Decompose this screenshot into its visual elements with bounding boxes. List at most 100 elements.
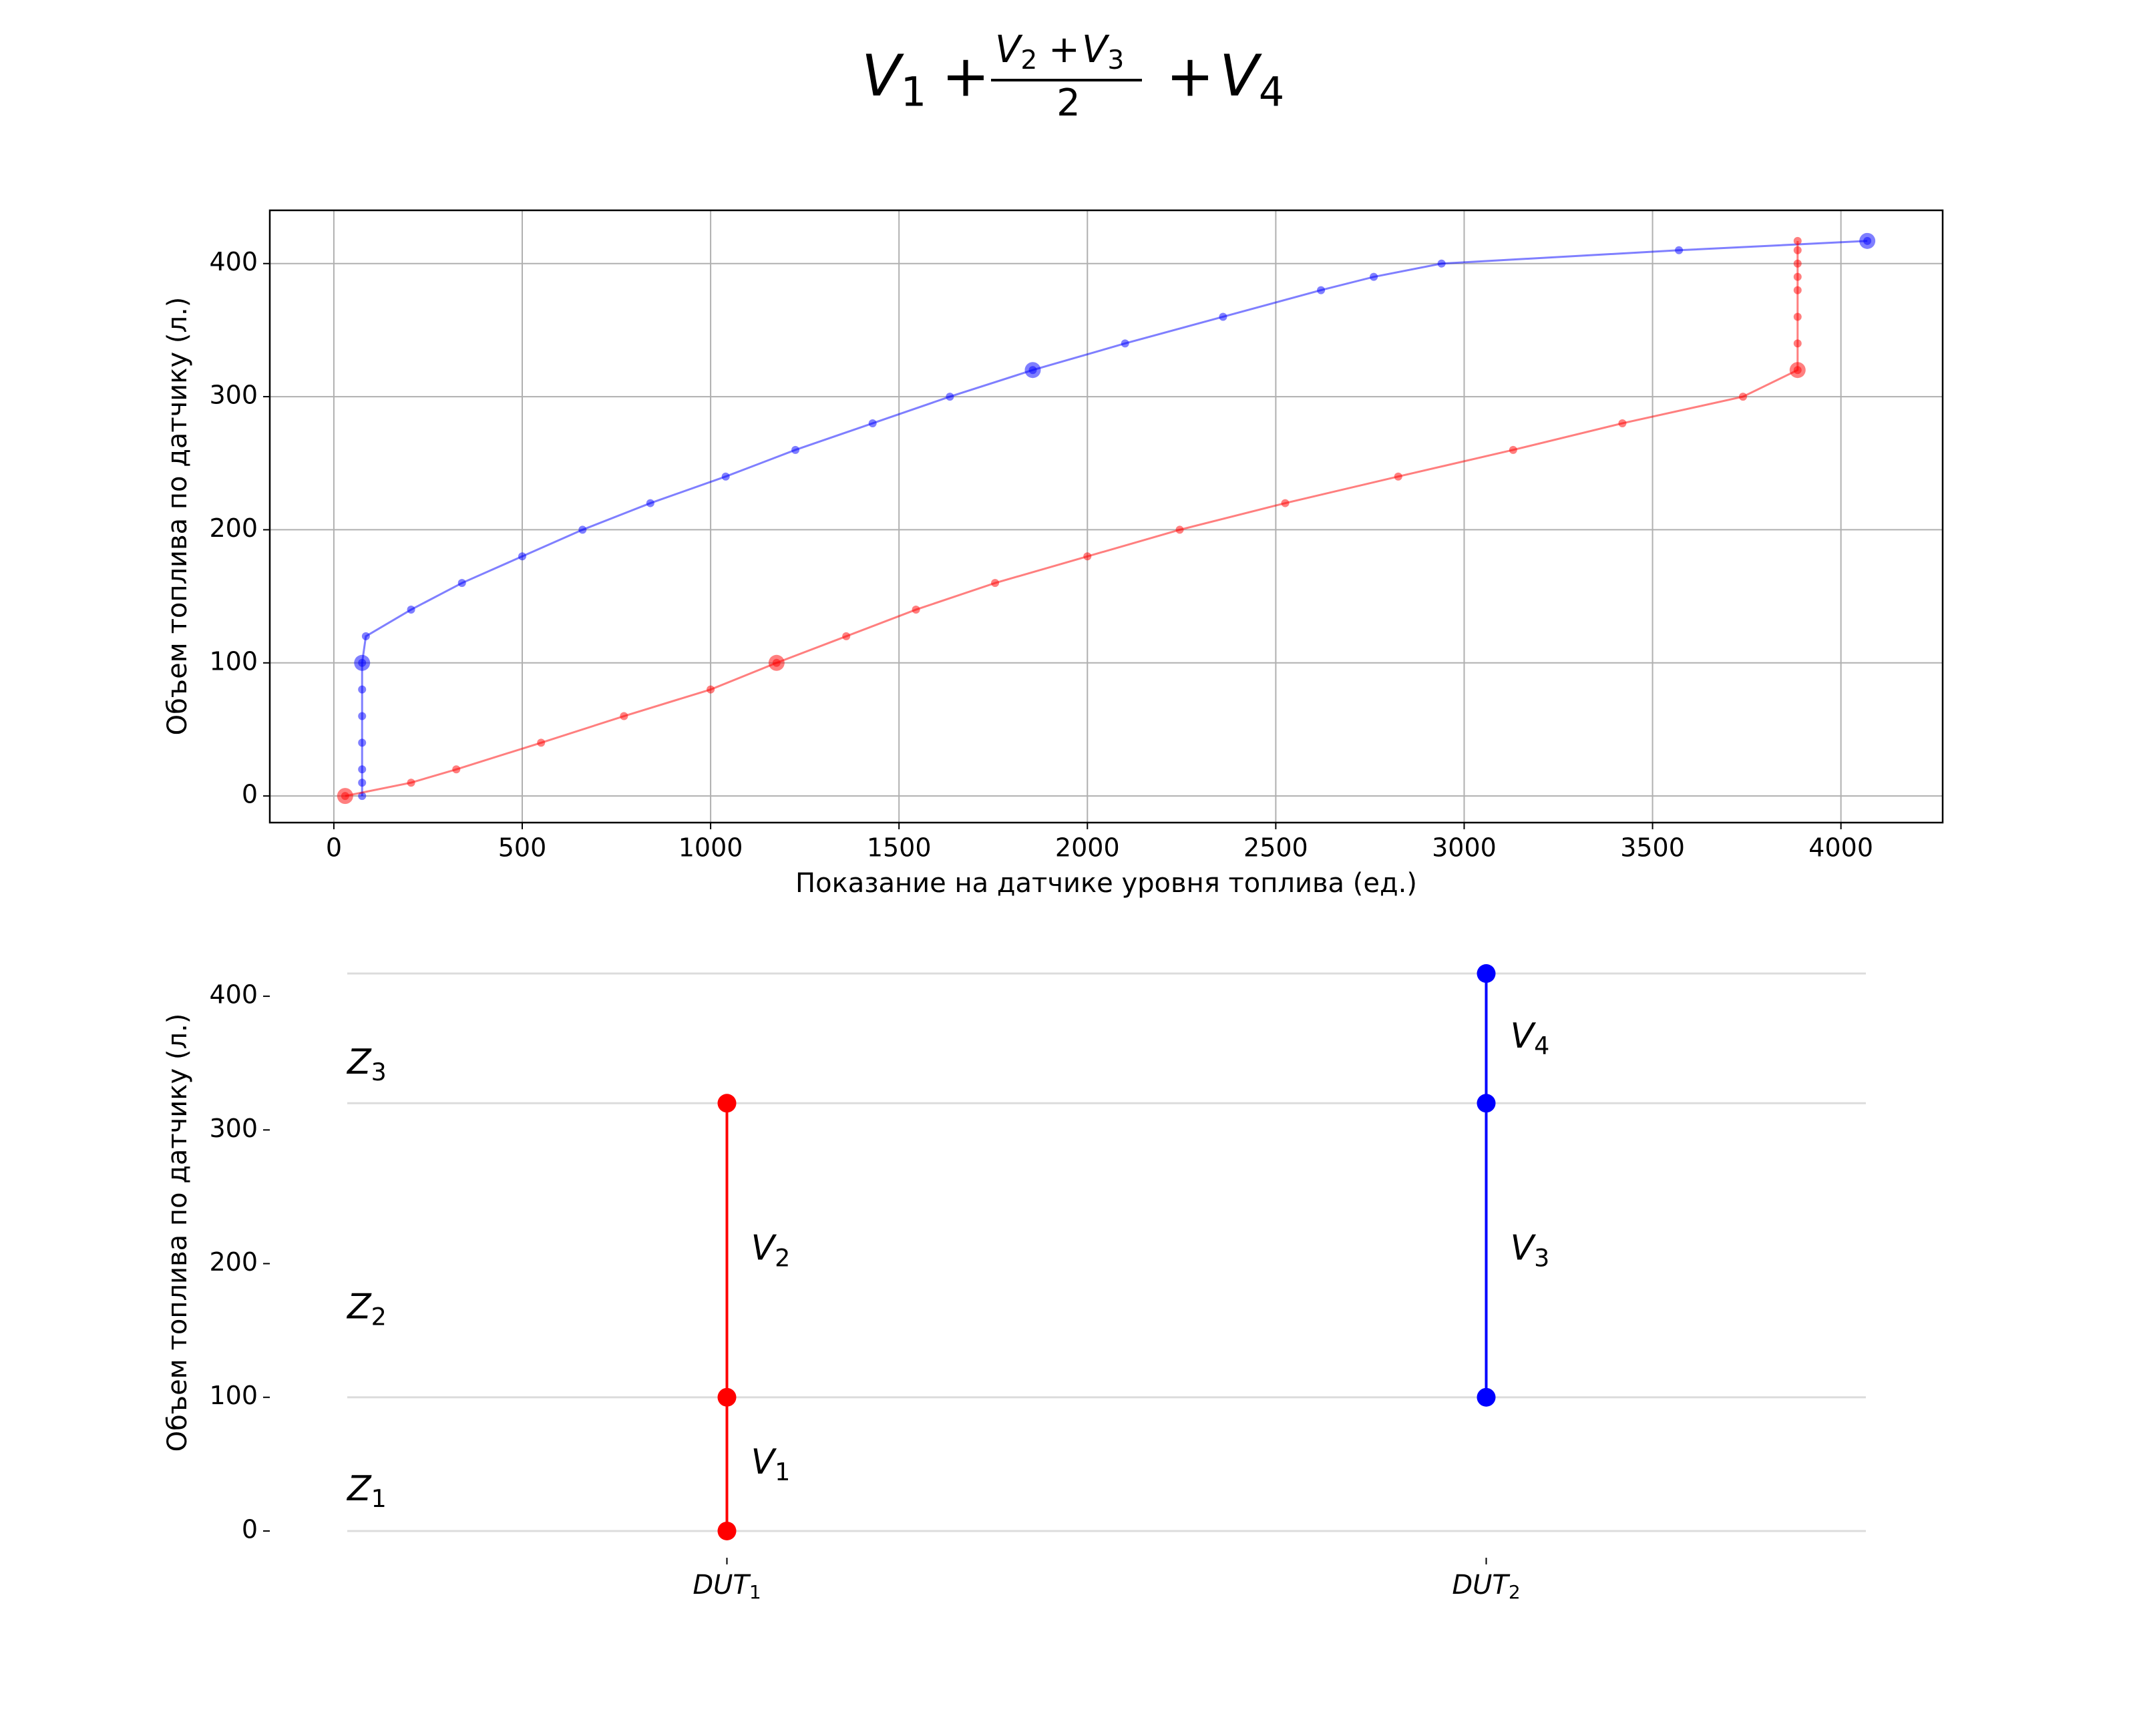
title-term-sub: 4 [1259,69,1284,116]
y-tick-label: 400 [209,247,258,276]
point [1618,419,1627,427]
x-tick-label: 500 [498,833,547,863]
title-term: V2 [995,28,1037,75]
title-term: V4 [1219,43,1284,116]
point [1121,339,1129,348]
segment-label-sub: 3 [1534,1243,1549,1272]
x-tick-label: 2000 [1055,833,1120,863]
y-axis-label: Объем топлива по датчику (л.) [162,297,193,736]
point [358,765,367,774]
x-tick-label: 4000 [1808,833,1873,863]
point [337,788,353,805]
point [518,552,527,561]
point [768,654,785,671]
title-denominator: 2 [1056,81,1081,125]
point [537,738,546,747]
x-tick-label: 1500 [867,833,932,863]
y-tick-label: 200 [209,1247,258,1277]
x-tick-label: 3500 [1620,833,1685,863]
title-op: + [1166,43,1214,110]
title-term: V3 [1082,28,1124,75]
point [361,632,370,640]
point [1437,259,1446,268]
y-tick-label: 200 [209,513,258,543]
segment-label-sub: 4 [1534,1032,1549,1060]
point [1859,232,1876,249]
x-axis-label: Показание на датчике уровня топлива (ед.… [795,868,1417,899]
segment-label: V4 [1511,1016,1550,1060]
point [1219,312,1227,321]
point [1024,362,1041,379]
x-tick-label: DUT1 [693,1570,761,1603]
point [1477,1387,1496,1407]
title-term-sub: 3 [1107,45,1124,75]
point [1083,552,1092,561]
point [1175,525,1184,534]
point [1394,472,1402,481]
zone-label: Z2 [346,1287,387,1331]
point [842,632,851,640]
point [646,499,654,507]
point [1370,272,1378,281]
point [717,1387,737,1407]
point [717,1094,737,1113]
point [358,779,367,787]
point [578,525,587,534]
y-tick-label: 300 [209,381,258,410]
segment-label-base: V [751,1229,777,1269]
title-term: V1 [861,43,926,116]
title-op: + [1048,28,1080,71]
point [1477,964,1496,984]
y-axis-label: Объем топлива по датчику (л.) [162,1014,193,1452]
y-tick-label: 400 [209,980,258,1010]
plot-frame [268,209,1944,824]
x-tick-label-base: DUT [1452,1570,1511,1600]
point [407,606,415,614]
point [358,738,367,747]
point [354,654,371,671]
point [1281,499,1290,507]
x-tick-label: 2500 [1243,833,1308,863]
point [1509,445,1517,454]
point [1793,272,1802,281]
point [1675,246,1684,254]
point [1793,312,1802,321]
segment-label-base: V [1511,1016,1537,1056]
point [1317,286,1326,294]
point [1793,339,1802,348]
y-tick-label: 300 [209,1114,258,1143]
point [1738,393,1747,401]
title-op: + [942,43,990,110]
zone-label: Z3 [346,1042,387,1086]
title-term-base: V [995,28,1023,71]
point [1789,362,1806,379]
x-tick-label-base: DUT [693,1570,751,1600]
x-tick-label: 3000 [1432,833,1497,863]
segment-label: V1 [751,1442,791,1486]
point [868,419,877,427]
y-tick-label: 0 [242,1514,258,1544]
point [452,765,461,774]
line [345,240,1799,797]
title-term-base: V [1219,43,1262,110]
point [358,712,367,720]
zone-label-sub: 2 [371,1302,387,1331]
point [1793,286,1802,294]
point [1477,1094,1496,1113]
point [1793,259,1802,268]
point [721,472,730,481]
zone-label-base: Z [346,1469,372,1509]
x-tick-label: 0 [326,833,342,863]
point [1793,246,1802,254]
x-tick-label-sub: 1 [749,1581,761,1603]
zone-label-sub: 3 [371,1057,387,1086]
point [457,579,466,588]
line [361,240,1868,797]
point [358,685,367,694]
point [791,445,800,454]
point [407,779,415,787]
point [620,712,628,720]
y-tick-label: 100 [209,1381,258,1410]
title-term-sub: 1 [901,69,926,116]
